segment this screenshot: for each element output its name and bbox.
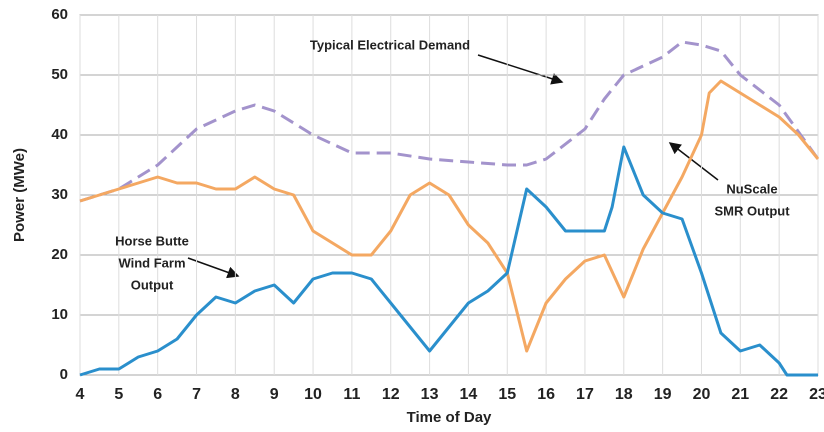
x-tick-label: 5 bbox=[114, 386, 123, 403]
x-tick-label: 6 bbox=[153, 386, 162, 403]
x-tick-label: 8 bbox=[231, 386, 240, 403]
y-tick-label: 40 bbox=[51, 126, 68, 143]
annotation: Horse Butte bbox=[115, 233, 189, 248]
arrow bbox=[668, 142, 719, 181]
x-tick-label: 23 bbox=[809, 386, 824, 403]
x-tick-label: 17 bbox=[576, 386, 594, 403]
x-tick-label: 16 bbox=[537, 386, 555, 403]
annotation: Typical Electrical Demand bbox=[310, 37, 470, 52]
x-tick-label: 13 bbox=[421, 386, 439, 403]
x-tick-label: 10 bbox=[304, 386, 322, 403]
annotation: Output bbox=[131, 277, 174, 292]
y-tick-label: 30 bbox=[51, 186, 68, 203]
x-tick-label: 11 bbox=[343, 386, 360, 403]
series-line bbox=[79, 40, 820, 203]
x-tick-label: 20 bbox=[693, 386, 711, 403]
x-tick-label: 7 bbox=[192, 386, 201, 403]
y-tick-label: 20 bbox=[51, 246, 68, 263]
y-tick-label: 50 bbox=[51, 66, 68, 83]
y-axis-label: Power (MWe) bbox=[11, 148, 28, 242]
annotation: SMR Output bbox=[714, 203, 790, 218]
x-tick-label: 18 bbox=[615, 386, 633, 403]
y-tick-label: 0 bbox=[60, 366, 68, 383]
annotation: Wind Farm bbox=[118, 255, 185, 270]
x-tick-label: 15 bbox=[498, 386, 516, 403]
y-tick-label: 10 bbox=[51, 306, 68, 323]
x-axis-label: Time of Day bbox=[407, 409, 492, 426]
series-line bbox=[79, 79, 820, 353]
x-tick-label: 9 bbox=[270, 386, 279, 403]
x-tick-label: 22 bbox=[770, 386, 788, 403]
arrow bbox=[477, 54, 564, 85]
x-tick-label: 21 bbox=[731, 386, 749, 403]
y-tick-label: 60 bbox=[51, 6, 68, 23]
annotation: NuScale bbox=[726, 181, 777, 196]
x-tick-label: 14 bbox=[460, 386, 478, 403]
series-line bbox=[79, 145, 818, 377]
x-tick-label: 12 bbox=[382, 386, 400, 403]
x-tick-label: 4 bbox=[76, 386, 85, 403]
x-tick-label: 19 bbox=[654, 386, 672, 403]
